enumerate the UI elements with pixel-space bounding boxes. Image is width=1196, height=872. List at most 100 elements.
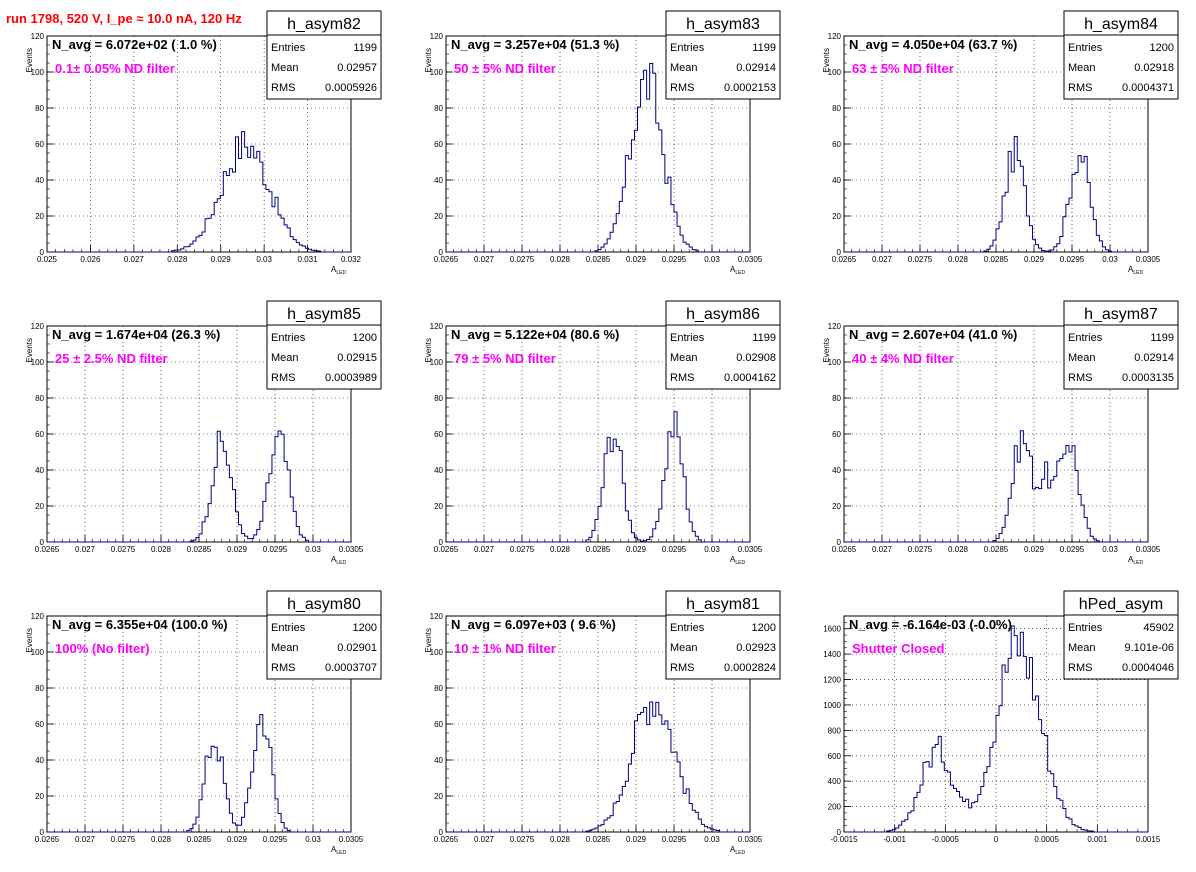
stats-box	[266, 590, 382, 680]
hist-name: h_asym84	[1084, 16, 1158, 33]
x-tick-label: 0.0275	[111, 835, 136, 844]
x-axis-title: ALED	[331, 265, 346, 276]
histogram-panel-h_asym82: 0 20 40 60 80 100 120 0.025 0.026 0.027 0.028 0.029…	[25, 10, 382, 276]
navg-label: N_avg = 6.355e+04 (100.0 %)	[52, 617, 228, 632]
stats-label: Mean	[670, 352, 698, 364]
stats-value: 0.0002153	[724, 82, 776, 94]
y-tick-label: 80	[434, 104, 443, 113]
x-tick-label: 0.0005	[1034, 835, 1059, 844]
stats-label: Entries	[1068, 332, 1103, 344]
y-tick-label: 120	[430, 322, 444, 331]
x-tick-label: 0.0285	[586, 545, 611, 554]
stats-label: Entries	[670, 622, 705, 634]
y-tick-label: 20	[35, 502, 44, 511]
x-tick-label: 0.028	[550, 835, 571, 844]
x-tick-label: 0.0265	[434, 835, 459, 844]
hist-name: h_asym85	[287, 306, 361, 323]
y-tick-label: 120	[828, 322, 842, 331]
filter-label: 40 ± 4% ND filter	[852, 351, 954, 366]
x-tick-label: 0	[994, 835, 999, 844]
filter-label: 63 ± 5% ND filter	[852, 61, 954, 76]
histogram-line	[446, 701, 750, 833]
y-tick-label: 0	[40, 538, 45, 547]
x-tick-label: 0.0265	[434, 255, 459, 264]
x-tick-label: 0.03	[305, 835, 321, 844]
navg-label: N_avg = 2.607e+04 (41.0 %)	[849, 327, 1017, 342]
stats-value: 0.02918	[1134, 62, 1174, 74]
y-tick-label: 400	[828, 777, 842, 786]
y-tick-label: 20	[434, 502, 443, 511]
x-tick-label: 0.03	[1102, 545, 1118, 554]
x-axis-title: ALED	[730, 555, 745, 566]
filter-label: 0.1± 0.05% ND filter	[55, 61, 175, 76]
filter-label: 10 ± 1% ND filter	[454, 641, 556, 656]
y-tick-label: 120	[828, 32, 842, 41]
y-tick-label: 120	[31, 612, 45, 621]
x-tick-label: 0.0295	[662, 545, 687, 554]
y-tick-label: 0	[40, 828, 45, 837]
x-tick-label: 0.0295	[1060, 255, 1085, 264]
stats-box	[266, 300, 382, 390]
x-tick-label: 0.028	[550, 545, 571, 554]
y-tick-label: 40	[35, 756, 44, 765]
histogram-panel-h_asym84: 0 20 40 60 80 100 120 0.0265 0.027 0.0275 0.028 0.0…	[822, 10, 1179, 276]
hist-name: hPed_asym	[1079, 596, 1164, 613]
filter-label: 25 ± 2.5% ND filter	[55, 351, 168, 366]
histogram-panel-h_asym83: 0 20 40 60 80 100 120 0.0265 0.027 0.0275 0.028 0.0…	[424, 10, 781, 276]
x-tick-label: 0.0265	[434, 545, 459, 554]
x-tick-label: 0.0305	[1136, 255, 1161, 264]
stats-label: RMS	[1068, 662, 1092, 674]
histogram-line	[47, 430, 351, 543]
stats-value: 0.0004371	[1122, 82, 1174, 94]
x-axis-title: ALED	[1128, 555, 1143, 566]
y-tick-label: 60	[35, 140, 44, 149]
x-tick-label: 0.027	[75, 835, 96, 844]
hist-name: h_asym81	[686, 596, 760, 613]
y-axis-title: Events	[25, 48, 34, 72]
x-tick-label: 0.0275	[908, 545, 933, 554]
x-tick-label: -0.0015	[830, 835, 858, 844]
y-tick-label: 120	[430, 612, 444, 621]
y-axis-title: Events	[424, 338, 433, 362]
x-tick-label: 0.028	[948, 255, 969, 264]
x-tick-label: 0.032	[341, 255, 362, 264]
y-tick-label: 80	[35, 394, 44, 403]
stats-label: Entries	[271, 42, 306, 54]
x-tick-label: 0.027	[474, 255, 495, 264]
stats-label: Mean	[1068, 62, 1096, 74]
stats-value: 1199	[752, 332, 776, 344]
x-tick-label: 0.0275	[111, 545, 136, 554]
x-tick-label: 0.028	[948, 545, 969, 554]
histogram-line	[446, 62, 750, 253]
stats-value: 0.0004046	[1122, 662, 1174, 674]
stats-value: 0.0005926	[325, 82, 377, 94]
stats-value: 0.0003707	[325, 662, 377, 674]
y-tick-label: 0	[837, 538, 842, 547]
x-axis-title: ALED	[331, 555, 346, 566]
x-tick-label: 0.025	[37, 255, 58, 264]
stats-value: 0.02923	[736, 642, 776, 654]
y-tick-label: 0	[439, 538, 444, 547]
stats-value: 0.02914	[736, 62, 776, 74]
y-axis-title: Events	[25, 628, 34, 652]
x-tick-label: 0.027	[75, 545, 96, 554]
histogram-panel-h_asym85: 0 20 40 60 80 100 120 0.0265 0.027 0.0275 0.028 0.0…	[25, 300, 382, 566]
y-tick-label: 40	[434, 756, 443, 765]
x-tick-label: 0.0285	[984, 545, 1009, 554]
x-tick-label: 0.0295	[263, 545, 288, 554]
x-tick-label: 0.028	[151, 545, 172, 554]
x-tick-label: 0.03	[704, 255, 720, 264]
x-tick-label: 0.03	[1102, 255, 1118, 264]
y-tick-label: 1600	[823, 625, 841, 634]
filter-label: 79 ± 5% ND filter	[454, 351, 556, 366]
stats-value: 0.0002824	[724, 662, 776, 674]
y-tick-label: 40	[35, 176, 44, 185]
x-tick-label: -0.001	[883, 835, 906, 844]
y-tick-label: 0	[837, 248, 842, 257]
x-tick-label: 0.029	[227, 835, 248, 844]
stats-value: 0.02908	[736, 352, 776, 364]
y-tick-label: 80	[832, 394, 841, 403]
stats-value: 1200	[353, 622, 377, 634]
x-tick-label: 0.0295	[662, 835, 687, 844]
